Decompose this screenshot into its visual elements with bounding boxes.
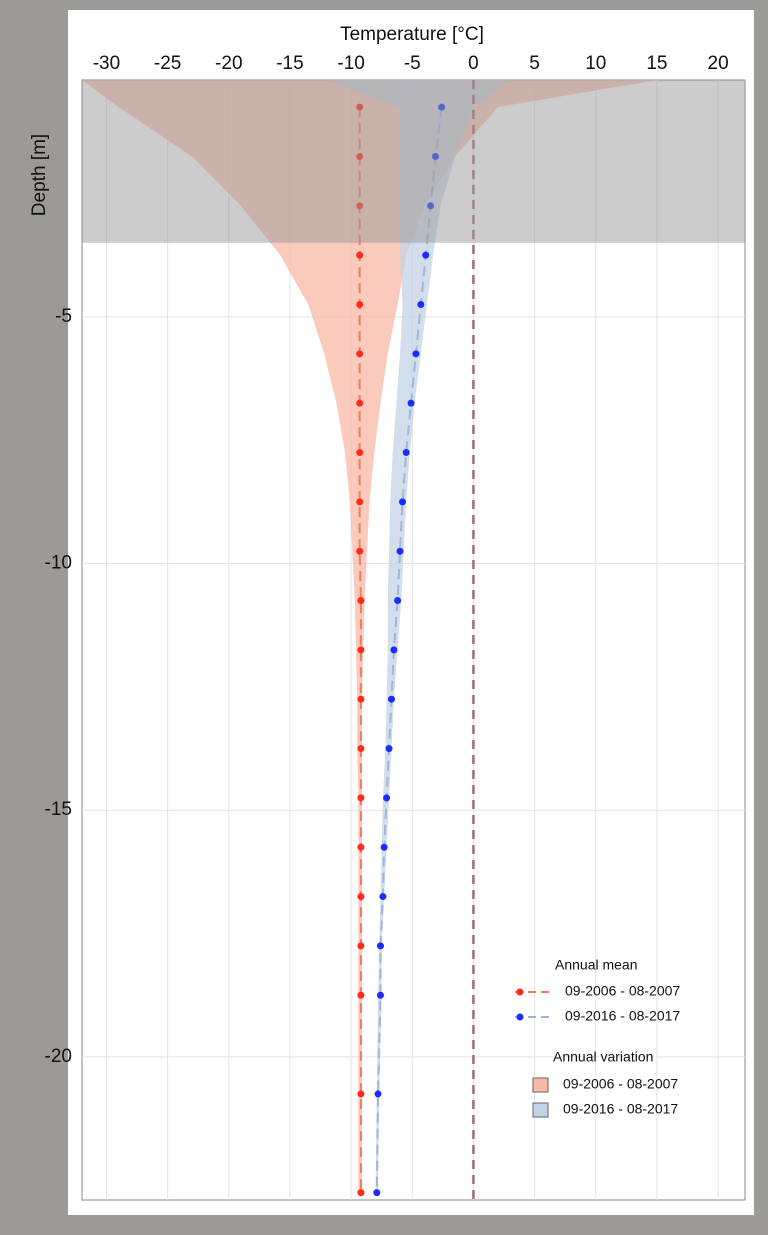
mean-point — [376, 991, 384, 999]
mean-point — [357, 597, 365, 605]
mean-point — [356, 449, 364, 457]
y-tick-label: -10 — [45, 553, 72, 574]
mean-point — [417, 300, 425, 308]
mean-point — [379, 893, 387, 901]
x-tick-label: 0 — [468, 53, 479, 74]
mean-point — [412, 350, 420, 358]
legend-swatch — [532, 1077, 549, 1093]
mean-point — [357, 942, 365, 950]
legend-dot — [516, 1013, 524, 1021]
mean-point — [390, 646, 398, 654]
mean-point — [402, 449, 410, 457]
mean-point — [357, 1189, 365, 1197]
y-tick-label: -20 — [45, 1046, 72, 1067]
y-tick-label: -15 — [45, 799, 72, 820]
legend-label: 09-2016 - 08-2017 — [563, 1101, 678, 1117]
y-tick-label: -5 — [55, 306, 72, 327]
mean-point — [385, 745, 393, 753]
x-axis-label: Temperature [°C] — [340, 24, 484, 45]
mean-point — [357, 745, 365, 753]
x-tick-label: 15 — [646, 53, 667, 74]
legend-label: 09-2006 - 08-2007 — [563, 1076, 678, 1092]
x-tick-label: -20 — [215, 53, 242, 74]
mean-point — [394, 597, 402, 605]
x-tick-label: 10 — [585, 53, 606, 74]
mean-point — [356, 350, 364, 358]
legend-label: 09-2016 - 08-2017 — [565, 1008, 680, 1024]
mean-point — [357, 843, 365, 851]
mean-point — [396, 547, 404, 555]
x-tick-label: 20 — [708, 53, 729, 74]
x-tick-label: -15 — [276, 53, 303, 74]
x-tick-label: -5 — [404, 53, 421, 74]
x-tick-label: -30 — [93, 53, 120, 74]
mean-point — [357, 893, 365, 901]
x-tick-label: -25 — [154, 53, 181, 74]
mean-point — [356, 547, 364, 555]
mean-point — [356, 251, 364, 259]
mean-point — [357, 794, 365, 802]
legend-label: 09-2006 - 08-2007 — [565, 983, 680, 999]
y-axis-label: Depth [m] — [29, 134, 50, 216]
mean-line — [358, 107, 362, 1193]
variation-band — [82, 80, 657, 1193]
mean-point — [357, 991, 365, 999]
legend-dot — [516, 988, 524, 996]
mean-point — [374, 1090, 382, 1098]
mean-point — [356, 498, 364, 506]
mean-point — [357, 1090, 365, 1098]
mean-line — [375, 107, 443, 1193]
mean-point — [376, 942, 384, 950]
legend-title: Annual mean — [555, 957, 638, 973]
legend-swatch — [532, 1102, 549, 1118]
x-tick-label: -10 — [337, 53, 364, 74]
legend-title: Annual variation — [553, 1049, 653, 1065]
x-tick-label: 5 — [529, 53, 540, 74]
mean-point — [380, 843, 388, 851]
shaded-layer — [82, 80, 745, 243]
mean-point — [356, 300, 364, 308]
mean-point — [356, 399, 364, 407]
mean-point — [387, 695, 395, 703]
mean-point — [398, 498, 406, 506]
mean-point — [357, 646, 365, 654]
mean-point — [373, 1189, 381, 1197]
mean-point — [357, 695, 365, 703]
mean-point — [407, 399, 415, 407]
mean-point — [383, 794, 391, 802]
mean-point — [422, 251, 430, 259]
